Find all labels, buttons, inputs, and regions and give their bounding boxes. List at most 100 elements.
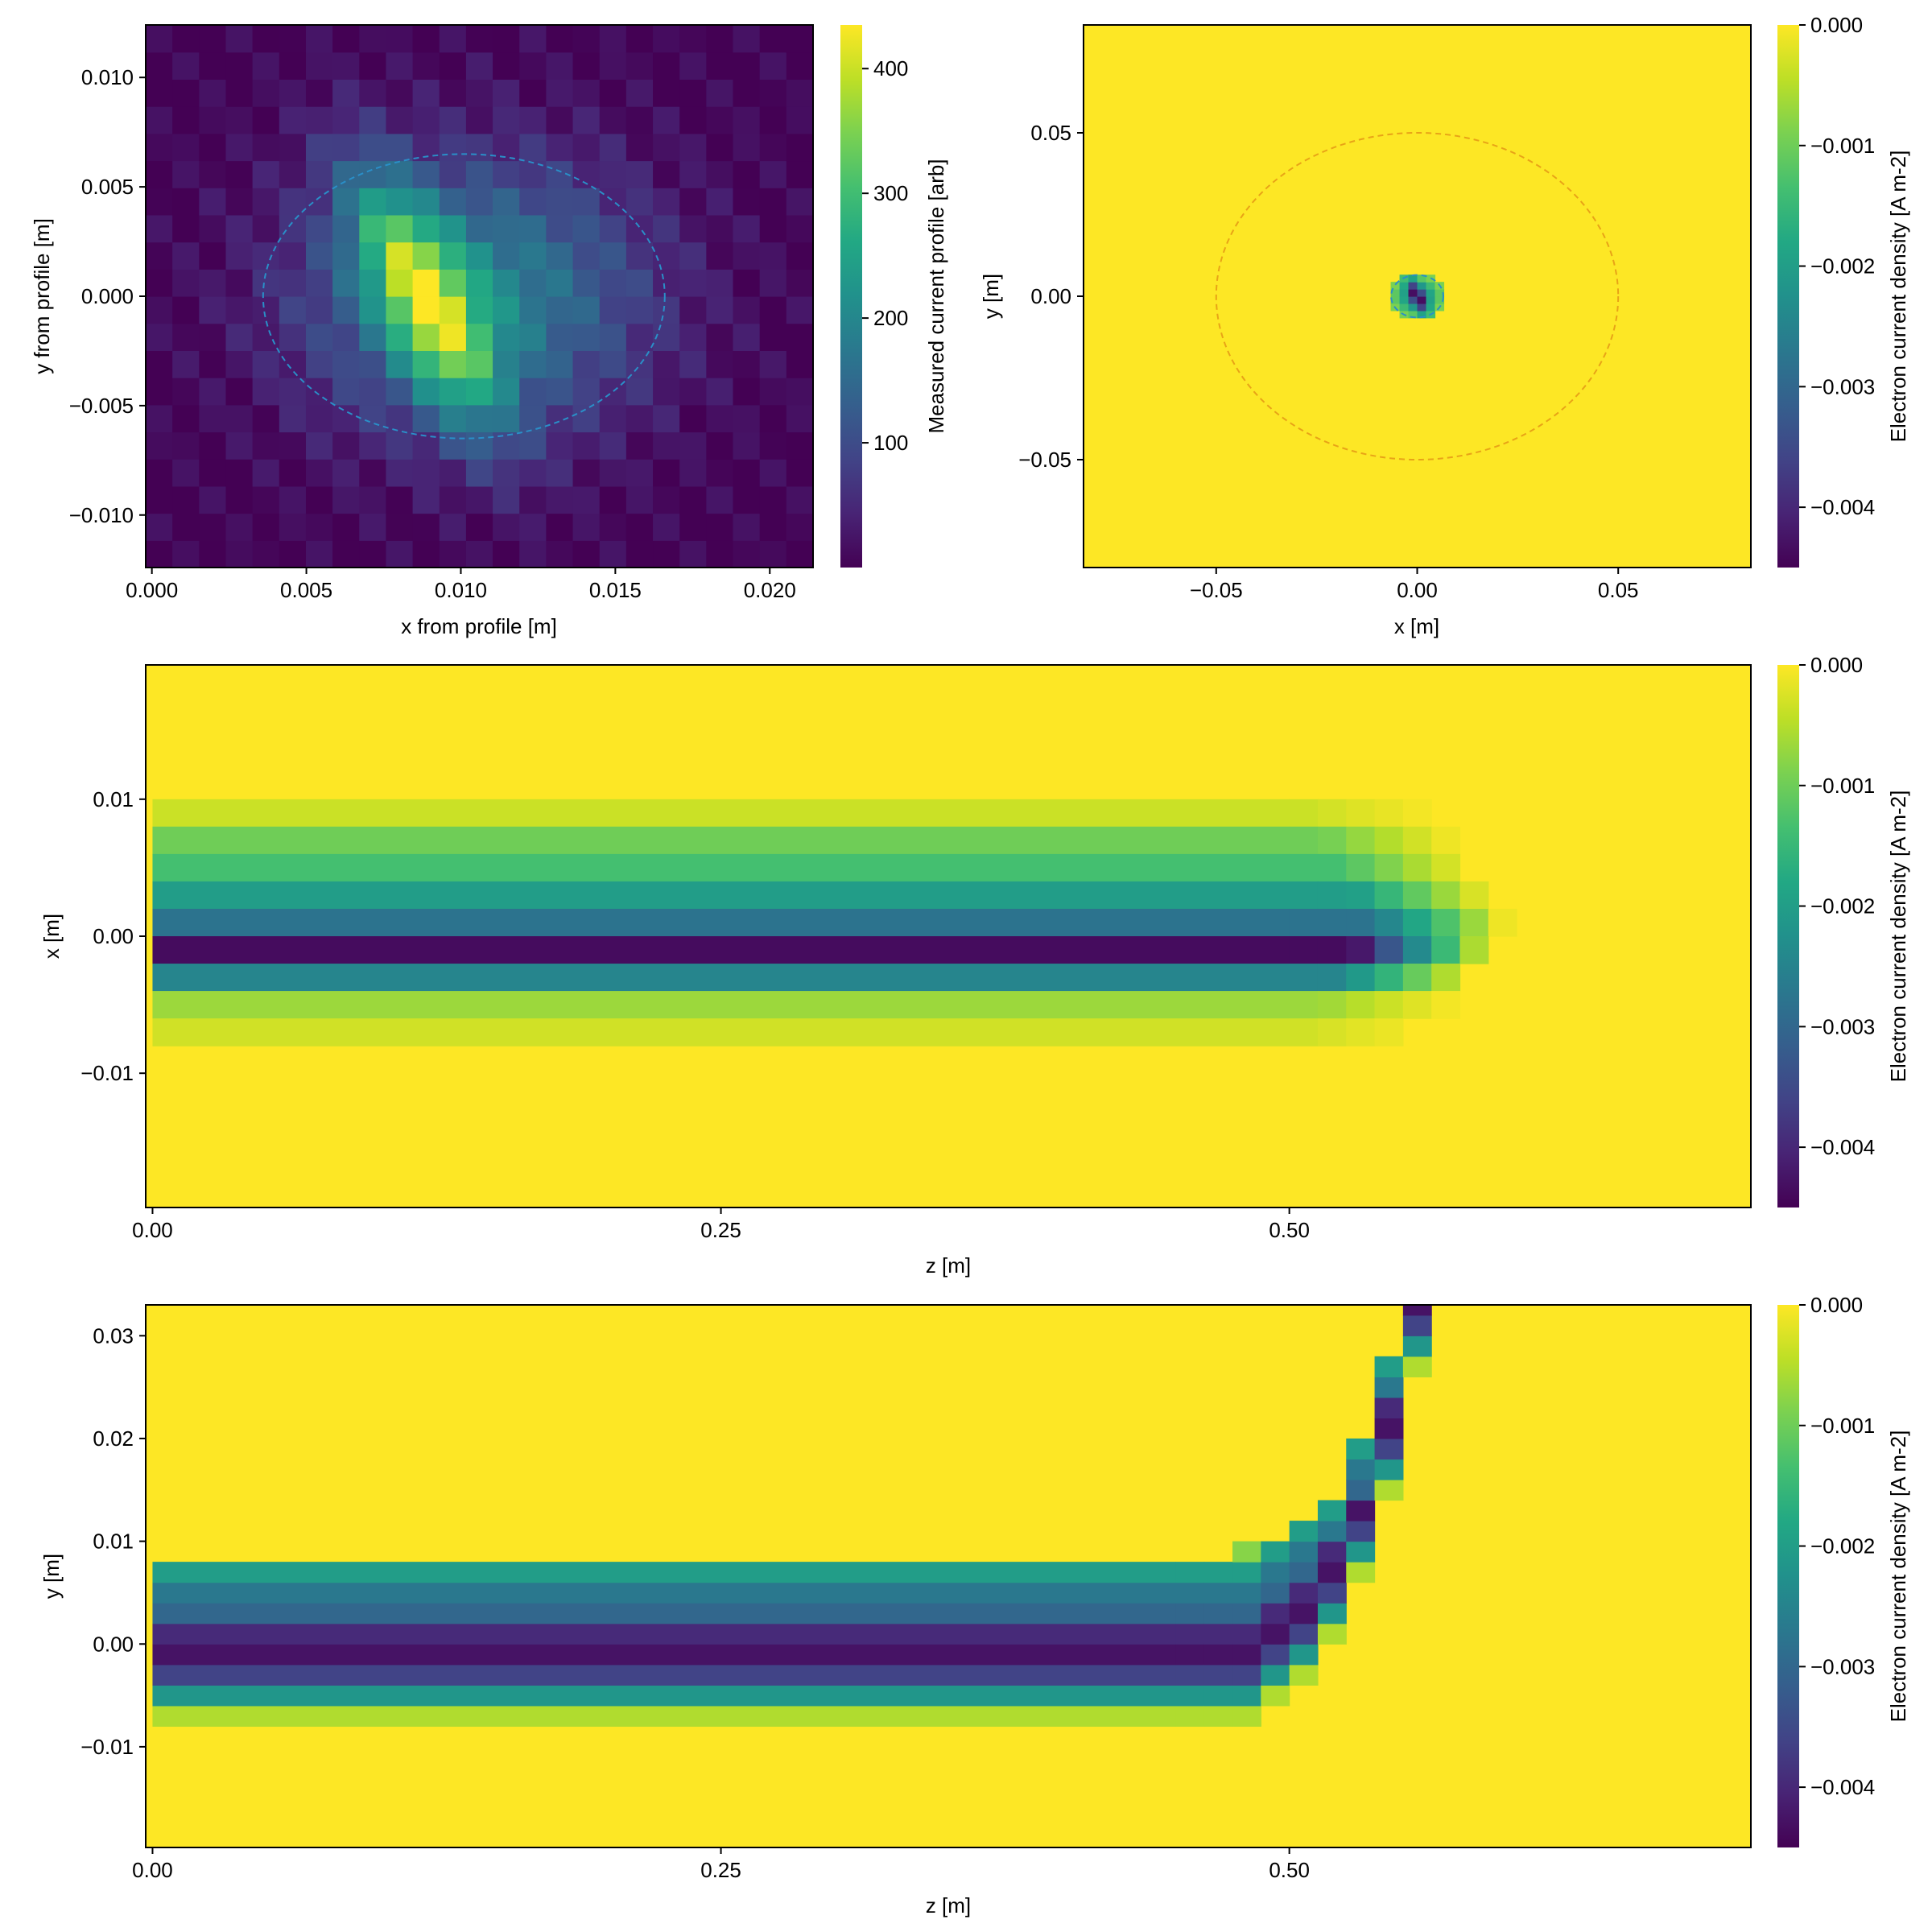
- colorbar: [1777, 665, 1799, 1208]
- heatmap-cell: [1203, 1582, 1233, 1604]
- heatmap-cell: [599, 106, 627, 134]
- y-axis-label: y [m]: [979, 274, 1003, 319]
- y-tick-label: 0.00: [93, 924, 134, 948]
- heatmap-cell: [1175, 1603, 1205, 1624]
- heatmap-cell: [519, 242, 547, 270]
- heatmap-cell: [653, 106, 680, 134]
- heatmap-cell: [439, 350, 467, 378]
- heatmap-cell: [1435, 289, 1445, 297]
- heatmap-cell: [1317, 1582, 1347, 1604]
- heatmap-cell: [146, 378, 173, 406]
- heatmap-cell: [493, 296, 520, 324]
- heatmap-cell: [1374, 1397, 1404, 1419]
- heatmap-cell: [572, 214, 601, 243]
- heatmap-cell: [1408, 289, 1418, 297]
- heatmap-cell: [172, 188, 200, 216]
- heatmap-cell: [786, 106, 813, 134]
- heatmap-cell: [786, 242, 813, 270]
- heatmap-cell: [679, 214, 707, 243]
- heatmap-cell: [252, 513, 280, 541]
- heatmap-cell: [599, 214, 627, 243]
- heatmap-cell: [1374, 1459, 1404, 1480]
- y-tick-label: −0.01: [80, 1061, 134, 1085]
- heatmap-cell: [733, 214, 761, 243]
- heatmap-cell: [493, 540, 520, 568]
- heatmap-cell: [439, 459, 467, 487]
- heatmap-cell: [653, 431, 680, 460]
- heatmap-cell: [1346, 1480, 1376, 1501]
- heatmap-cell: [706, 513, 734, 541]
- heatmap-cell: [465, 431, 493, 460]
- heatmap-cell: [546, 459, 574, 487]
- heatmap-cell: [332, 133, 360, 162]
- heatmap-cell: [1402, 964, 1432, 992]
- heatmap-cell: [733, 540, 761, 568]
- heatmap-cell: [305, 269, 333, 297]
- heatmap-cell: [1232, 1562, 1261, 1583]
- heatmap-cell: [199, 323, 227, 351]
- heatmap-cell: [786, 25, 813, 53]
- heatmap-cell: [199, 431, 227, 460]
- heatmap-cell: [279, 513, 307, 541]
- colorbar-ticks: 400 300 200 100: [862, 56, 908, 455]
- heatmap-cell: [786, 431, 813, 460]
- heatmap-cells: [146, 665, 1751, 1208]
- heatmap-cell: [225, 106, 254, 134]
- colorbar-tick-label: −0.001: [1810, 134, 1875, 158]
- heatmap-cell: [359, 214, 387, 243]
- heatmap-cell: [305, 323, 333, 351]
- heatmap-cell: [1317, 1541, 1347, 1563]
- heatmap-cell: [625, 431, 654, 460]
- heatmap-cell: [1289, 881, 1319, 910]
- heatmap-cell: [625, 188, 654, 216]
- heatmap-cell: [519, 459, 547, 487]
- heatmap-cell: [706, 296, 734, 324]
- overlay-circle: [1390, 274, 1444, 319]
- heatmap-cell: [679, 188, 707, 216]
- heatmap-cell: [252, 160, 280, 188]
- heatmap-cell: [1374, 1418, 1404, 1439]
- heatmap-cell: [679, 378, 707, 406]
- heatmap-cell: [1317, 1521, 1347, 1542]
- heatmap-cell: [359, 188, 387, 216]
- heatmap-cell: [653, 485, 680, 514]
- y-tick-label: 0.03: [93, 1323, 134, 1348]
- colorbar-tick-label: 100: [873, 431, 908, 455]
- heatmap-cell: [199, 459, 227, 487]
- heatmap-cell: [733, 378, 761, 406]
- heatmap-cell: [733, 485, 761, 514]
- heatmap-cell: [412, 459, 440, 487]
- x-tick-label: 0.010: [435, 578, 487, 602]
- heatmap-cell: [1261, 1644, 1290, 1666]
- heatmap-cell: [412, 52, 440, 80]
- heatmap-cell: [1402, 1315, 1432, 1336]
- heatmap-cell: [279, 323, 307, 351]
- heatmap-cell: [519, 133, 547, 162]
- heatmap-cell: [199, 540, 227, 568]
- heatmap-cell: [412, 242, 440, 270]
- heatmap-cell: [439, 242, 467, 270]
- heatmap-cell: [1402, 799, 1432, 828]
- heatmap-cell: [439, 188, 467, 216]
- heatmap-cell: [225, 269, 254, 297]
- heatmap-cell: [199, 350, 227, 378]
- heatmap-cell: [199, 79, 227, 107]
- heatmap-cell: [305, 485, 333, 514]
- heatmap-cell: [332, 350, 360, 378]
- heatmap-cell: [572, 52, 601, 80]
- x-tick-label: 0.020: [744, 578, 796, 602]
- heatmap-cell: [386, 378, 414, 406]
- heatmap-cell: [279, 25, 307, 53]
- heatmap-cell: [439, 378, 467, 406]
- heatmap-cell: [786, 378, 813, 406]
- heatmap-cell: [225, 404, 254, 433]
- heatmap-cell: [1203, 1705, 1233, 1727]
- heatmap-cell: [679, 106, 707, 134]
- heatmap-cell: [625, 160, 654, 188]
- heatmap-cell: [359, 133, 387, 162]
- panel-xy-density: −0.05 0.00 0.05 0.05 0.00 −0.05 x [m] y [m] 0…: [979, 13, 1910, 638]
- heatmap-cell: [152, 1623, 1177, 1645]
- heatmap-cell: [759, 378, 787, 406]
- heatmap-cell: [1289, 826, 1319, 855]
- colorbar-ticks: 0.000 −0.001 −0.002 −0.003 −0.004: [1799, 1293, 1875, 1799]
